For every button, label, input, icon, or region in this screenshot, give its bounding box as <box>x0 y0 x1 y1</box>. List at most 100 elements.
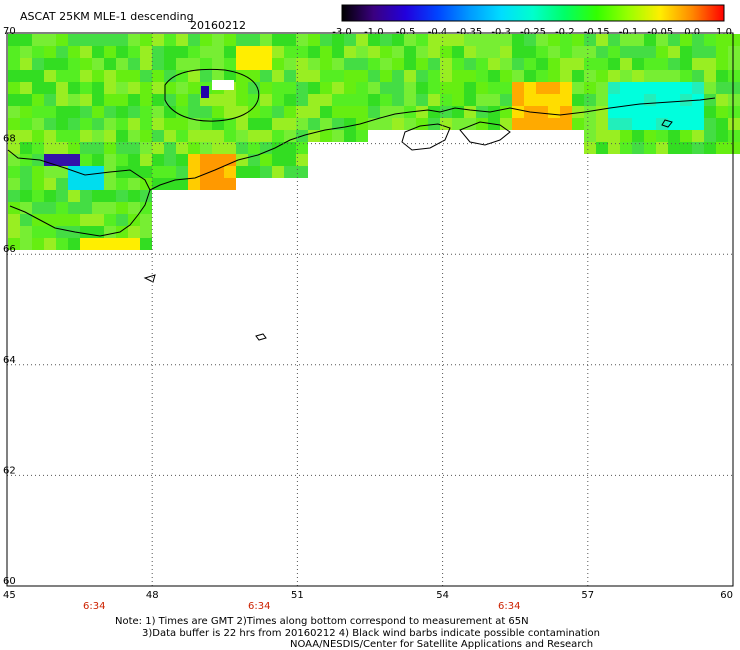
swath-cell <box>128 94 140 106</box>
swath-cell <box>476 34 488 46</box>
swath-cell <box>536 82 548 94</box>
swath-cell <box>644 58 656 70</box>
swath-cell <box>104 58 116 70</box>
swath-cell <box>224 130 236 142</box>
swath-cell <box>32 214 44 226</box>
swath-cell <box>416 118 428 130</box>
swath-cell <box>548 58 560 70</box>
swath-cell <box>236 82 248 94</box>
swath-cell <box>44 118 56 130</box>
swath-cell <box>116 238 128 250</box>
swath-cell <box>152 58 164 70</box>
swath-cell <box>92 154 104 166</box>
swath-cell <box>548 34 560 46</box>
swath-cell <box>680 142 692 154</box>
swath-cell <box>236 130 248 142</box>
swath-cell <box>116 70 128 82</box>
swath-cell <box>296 46 308 58</box>
swath-cell <box>188 58 200 70</box>
swath-cell <box>260 106 272 118</box>
swath-cell <box>596 58 608 70</box>
swath-cell <box>116 58 128 70</box>
swath-cell <box>212 130 224 142</box>
coastline-yugorsky-peninsula <box>584 97 716 113</box>
swath-cell <box>716 58 728 70</box>
swath-cell <box>140 34 152 46</box>
swath-cell <box>140 166 152 178</box>
swath-cell <box>188 154 200 166</box>
swath-cell <box>152 82 164 94</box>
swath-cell <box>632 34 644 46</box>
swath-cell <box>620 34 632 46</box>
swath-cell <box>392 46 404 58</box>
swath-cell <box>284 166 296 178</box>
swath-cell <box>80 106 92 118</box>
swath-cell <box>8 226 20 238</box>
swath-cell <box>80 58 92 70</box>
swath-cell <box>440 94 452 106</box>
swath-cell <box>260 166 272 178</box>
swath-cell <box>20 118 32 130</box>
swath-cell <box>356 82 368 94</box>
swath-cell <box>320 118 332 130</box>
swath-cell <box>140 70 152 82</box>
swath-cell <box>476 46 488 58</box>
swath-cell <box>512 118 524 130</box>
swath-cell <box>92 166 104 178</box>
swath-cell <box>560 58 572 70</box>
swath-cell <box>344 58 356 70</box>
swath-cell <box>476 94 488 106</box>
swath-cell <box>344 118 356 130</box>
swath-cell <box>20 70 32 82</box>
swath-cell <box>20 154 32 166</box>
swath-cell <box>20 142 32 154</box>
swath-cell <box>284 118 296 130</box>
swath-cell <box>632 70 644 82</box>
swath-cell <box>356 46 368 58</box>
swath-cell <box>44 34 56 46</box>
swath-cell <box>572 118 584 130</box>
swath-cell <box>668 70 680 82</box>
swath-cell <box>416 94 428 106</box>
swath-cell <box>536 34 548 46</box>
swath-cell <box>32 118 44 130</box>
swath-cell <box>92 238 104 250</box>
swath-cell <box>80 94 92 106</box>
swath-cell <box>80 178 92 190</box>
swath-cell <box>272 46 284 58</box>
swath-cell <box>536 58 548 70</box>
swath-cell <box>188 118 200 130</box>
swath-cell <box>104 34 116 46</box>
swath-cell <box>56 94 68 106</box>
swath-cell <box>260 46 272 58</box>
lat-tick-label: 60 <box>3 576 16 587</box>
swath-cell <box>380 82 392 94</box>
swath-cell <box>152 118 164 130</box>
swath-cell <box>500 58 512 70</box>
swath-cell <box>320 70 332 82</box>
swath-cell <box>368 70 380 82</box>
swath-cell <box>80 154 92 166</box>
swath-cell <box>272 130 284 142</box>
swath-cell <box>584 118 596 130</box>
swath-cell <box>176 106 188 118</box>
swath-cell <box>728 130 740 142</box>
swath-cell <box>380 58 392 70</box>
swath-cell <box>8 154 20 166</box>
swath-cell <box>128 202 140 214</box>
swath-cell <box>656 34 668 46</box>
swath-cell <box>500 34 512 46</box>
swath-cell <box>704 142 716 154</box>
swath-cell <box>296 166 308 178</box>
swath-cell <box>320 82 332 94</box>
swath-cell <box>464 70 476 82</box>
swath-cell <box>536 46 548 58</box>
swath-cell <box>68 214 80 226</box>
swath-cell <box>644 142 656 154</box>
swath-cell <box>188 142 200 154</box>
swath-cell <box>368 94 380 106</box>
swath-cell <box>212 70 224 82</box>
swath-cell <box>68 94 80 106</box>
swath-cell <box>92 142 104 154</box>
